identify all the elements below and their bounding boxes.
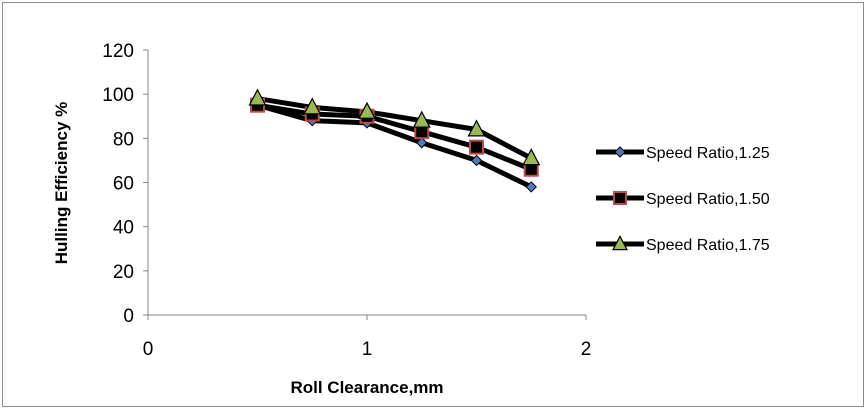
legend: Speed Ratio,1.25 Speed Ratio,1.50 Speed Ra… xyxy=(596,145,770,254)
legend-entry-3: Speed Ratio,1.75 xyxy=(596,235,770,254)
triangle-marker xyxy=(412,110,431,128)
y-tick-label: 80 xyxy=(113,129,134,150)
y-tick-label: 60 xyxy=(113,174,134,195)
triangle-marker xyxy=(248,88,267,106)
triangle-marker xyxy=(467,119,486,137)
series-line xyxy=(256,102,533,190)
y-tick-label: 120 xyxy=(102,41,134,62)
diamond-marker xyxy=(470,154,483,167)
series-3 xyxy=(257,96,533,161)
y-tick-label: 40 xyxy=(113,218,134,239)
series-3-markers xyxy=(248,88,541,166)
diamond-marker xyxy=(416,137,428,149)
triangle-marker xyxy=(522,148,541,166)
x-tick-label: 0 xyxy=(143,339,154,360)
x-axis-title: Roll Clearance,mm xyxy=(290,378,443,397)
y-tick-label: 100 xyxy=(102,85,134,106)
x-tick-label: 2 xyxy=(581,339,592,360)
diamond-marker xyxy=(525,181,537,193)
legend-entry-1: Speed Ratio,1.25 xyxy=(596,145,770,162)
y-tick-label: 20 xyxy=(113,262,134,283)
triangle-marker xyxy=(303,97,322,115)
y-axis-title: Hulling Efficiency % xyxy=(52,102,71,264)
legend-label: Speed Ratio,1.75 xyxy=(646,237,770,254)
chart-frame xyxy=(2,2,864,407)
series-line xyxy=(257,96,533,161)
x-tick-label: 1 xyxy=(362,339,373,360)
square-marker xyxy=(613,191,627,205)
square-marker xyxy=(469,139,484,155)
legend-entry-2: Speed Ratio,1.50 xyxy=(596,191,770,208)
series-1 xyxy=(256,102,533,190)
axes: 0 20 40 60 80 100 120 0 1 2 xyxy=(102,41,591,360)
legend-label: Speed Ratio,1.25 xyxy=(646,145,770,162)
y-tick-label: 0 xyxy=(123,306,134,327)
triangle-marker xyxy=(358,101,376,119)
diamond-marker xyxy=(614,146,626,158)
triangle-marker xyxy=(612,235,628,251)
series-layer xyxy=(248,88,541,193)
series-line xyxy=(257,102,533,172)
legend-label: Speed Ratio,1.50 xyxy=(646,191,770,208)
series-2 xyxy=(257,102,533,172)
